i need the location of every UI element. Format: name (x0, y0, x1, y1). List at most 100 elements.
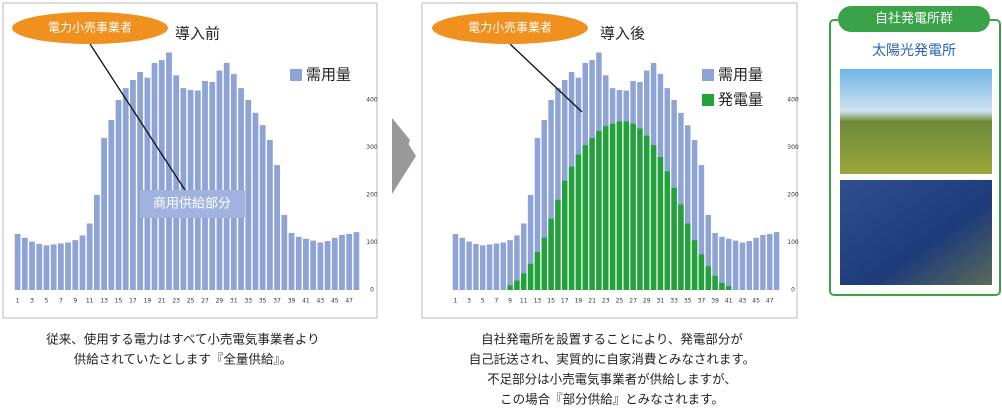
x-tick-label: 21 (588, 298, 596, 305)
bar (486, 244, 493, 290)
bar (664, 171, 670, 290)
bar (473, 243, 479, 290)
bar (534, 138, 541, 290)
bar (548, 218, 554, 290)
bar (719, 282, 725, 290)
bar (101, 138, 107, 290)
y-tick-label: 0 (791, 287, 795, 294)
x-tick-label: 17 (129, 298, 137, 305)
x-tick-label: 43 (317, 298, 325, 305)
x-tick-label: 45 (331, 298, 339, 305)
bar (678, 204, 684, 290)
bar (480, 245, 486, 290)
bar (671, 187, 677, 290)
bar (732, 240, 739, 290)
x-tick-label: 15 (115, 298, 123, 305)
bar (303, 238, 309, 290)
bar (548, 100, 554, 290)
legend-swatch (290, 69, 302, 81)
legend-label: 需用量 (306, 66, 351, 84)
x-tick-label: 13 (534, 298, 542, 305)
bar (746, 241, 752, 290)
bar (773, 232, 780, 290)
x-tick-label: 45 (752, 298, 760, 305)
bar (29, 241, 35, 290)
x-tick-label: 19 (144, 298, 152, 305)
plant-subtitle: 太陽光発電所 (872, 43, 956, 59)
x-tick-label: 15 (547, 298, 555, 305)
legend-swatch (702, 69, 714, 81)
pointer-line (509, 43, 583, 113)
bar (685, 125, 691, 290)
x-tick-label: 33 (244, 298, 252, 305)
plant-title: 自社発電所群 (875, 11, 953, 27)
x-tick-label: 35 (259, 298, 267, 305)
bar (691, 139, 698, 290)
x-tick-label: 3 (30, 298, 34, 305)
bar (527, 263, 534, 290)
x-tick-label: 25 (616, 298, 624, 305)
bar (166, 52, 172, 290)
x-tick-label: 37 (273, 298, 281, 305)
bar (86, 223, 93, 290)
bar (466, 241, 472, 290)
bar (650, 145, 657, 290)
bar (173, 75, 180, 290)
x-tick-label: 29 (216, 298, 224, 305)
y-tick-label: 300 (366, 144, 378, 151)
bar (630, 123, 636, 290)
chart-title: 導入前 (175, 25, 220, 43)
bar (245, 100, 252, 290)
bar (324, 241, 331, 290)
bar (57, 243, 64, 290)
bar (216, 70, 223, 290)
x-tick-label: 23 (602, 298, 610, 305)
bar (79, 235, 86, 290)
bar (252, 112, 259, 290)
x-tick-label: 3 (467, 298, 471, 305)
annotation-box (140, 190, 245, 218)
bar (678, 112, 684, 290)
photo (840, 180, 992, 285)
bar (144, 77, 151, 290)
arrow (392, 118, 416, 194)
bar (65, 242, 71, 290)
bar (500, 242, 506, 290)
bar (151, 62, 158, 291)
x-tick-label: 13 (100, 298, 108, 305)
x-tick-label: 29 (643, 298, 651, 305)
x-tick-label: 1 (16, 298, 20, 305)
bar (94, 195, 100, 290)
bar (122, 88, 129, 290)
x-tick-label: 19 (575, 298, 583, 305)
caption: 従来、使用する電力はすべて小売電気事業者より (46, 332, 319, 347)
bar (180, 88, 187, 290)
x-tick-label: 11 (520, 298, 528, 305)
x-tick-label: 1 (454, 298, 458, 305)
bar (310, 240, 317, 290)
chart-title: 導入後 (600, 25, 645, 43)
bar (230, 73, 237, 290)
bar (353, 232, 360, 290)
x-tick-label: 43 (739, 298, 747, 305)
bar (514, 235, 520, 290)
bar (209, 81, 216, 290)
bar (339, 234, 345, 290)
annotation: 商用供給部分 (153, 197, 231, 212)
bar (726, 238, 732, 290)
bar (158, 60, 165, 290)
bar (274, 165, 280, 290)
bar (541, 237, 547, 290)
tag-ellipse (12, 12, 168, 44)
bar (493, 243, 500, 290)
bar (72, 240, 79, 290)
bar (514, 280, 520, 290)
bar (603, 126, 609, 290)
bar (507, 285, 513, 290)
x-tick-label: 5 (481, 298, 485, 305)
photo (840, 69, 992, 174)
x-tick-label: 27 (201, 298, 209, 305)
bar (223, 62, 230, 291)
bar (115, 100, 122, 290)
